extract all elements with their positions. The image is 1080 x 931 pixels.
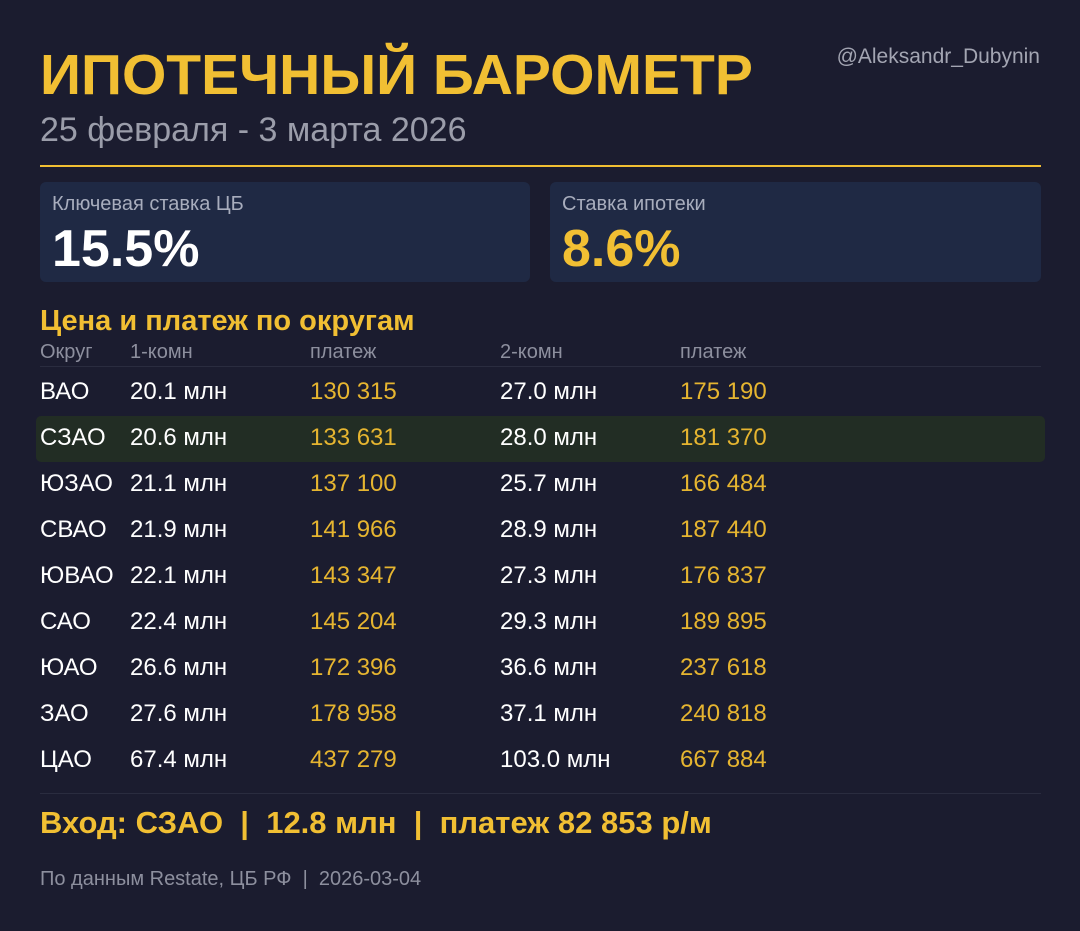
column-header-payment-2room: платеж (680, 341, 747, 363)
entry-summary: Вход: СЗАО | 12.8 млн | платеж 82 853 р/… (40, 805, 712, 840)
price-1room-cell: 20.6 млн (130, 424, 228, 451)
author-handle: @Aleksandr_Dubynin (836, 45, 1040, 68)
source-footer: По данным Restate, ЦБ РФ | 2026-03-04 (40, 868, 422, 890)
payment-2room-cell: 237 618 (680, 654, 767, 681)
district-cell: ЗАО (40, 700, 89, 727)
page-title: ИПОТЕЧНЫЙ БАРОМЕТР (40, 43, 753, 107)
district-cell: ЮАО (40, 654, 98, 681)
district-cell: СВАО (40, 516, 107, 543)
table-header: Округ 1-комн платеж 2-комн платеж (40, 340, 1041, 367)
price-1room-cell: 27.6 млн (130, 700, 228, 727)
district-cell: СЗАО (40, 424, 106, 451)
column-header-1room: 1-комн (130, 341, 193, 363)
payment-2room-cell: 175 190 (680, 378, 767, 405)
price-1room-cell: 67.4 млн (130, 746, 228, 773)
price-1room-cell: 20.1 млн (130, 378, 228, 405)
table-row: ЮВАО 22.1 млн 143 347 27.3 млн 176 837 (36, 554, 1045, 600)
payment-1room-cell: 143 347 (310, 562, 397, 589)
district-cell: ЮЗАО (40, 470, 113, 497)
price-1room-cell: 22.4 млн (130, 608, 228, 635)
section-title: Цена и платеж по округам (40, 305, 415, 337)
price-2room-cell: 36.6 млн (500, 654, 598, 681)
column-header-2room: 2-комн (500, 341, 563, 363)
price-2room-cell: 28.0 млн (500, 424, 598, 451)
key-rate-card: Ключевая ставка ЦБ 15.5% (40, 182, 530, 282)
price-1room-cell: 26.6 млн (130, 654, 228, 681)
table-row: СЗАО 20.6 млн 133 631 28.0 млн 181 370 (36, 416, 1045, 462)
mortgage-rate-label: Ставка ипотеки (562, 193, 706, 215)
price-2room-cell: 28.9 млн (500, 516, 598, 543)
payment-2room-cell: 667 884 (680, 746, 767, 773)
payment-1room-cell: 172 396 (310, 654, 397, 681)
price-1room-cell: 21.9 млн (130, 516, 228, 543)
price-2room-cell: 103.0 млн (500, 746, 611, 773)
table-row: ЮЗАО 21.1 млн 137 100 25.7 млн 166 484 (36, 462, 1045, 508)
payment-2room-cell: 176 837 (680, 562, 767, 589)
column-header-payment-1room: платеж (310, 341, 377, 363)
payment-2room-cell: 166 484 (680, 470, 767, 497)
key-rate-value: 15.5% (52, 220, 200, 278)
price-2room-cell: 29.3 млн (500, 608, 598, 635)
payment-1room-cell: 133 631 (310, 424, 397, 451)
table-row: ЦАО 67.4 млн 437 279 103.0 млн 667 884 (36, 738, 1045, 784)
table-row: ЗАО 27.6 млн 178 958 37.1 млн 240 818 (36, 692, 1045, 738)
mortgage-rate-card: Ставка ипотеки 8.6% (550, 182, 1041, 282)
table-row: СВАО 21.9 млн 141 966 28.9 млн 187 440 (36, 508, 1045, 554)
table-body: ВАО 20.1 млн 130 315 27.0 млн 175 190 СЗАО 20.… (36, 370, 1045, 784)
payment-2room-cell: 240 818 (680, 700, 767, 727)
table-row: САО 22.4 млн 145 204 29.3 млн 189 895 (36, 600, 1045, 646)
payment-1room-cell: 178 958 (310, 700, 397, 727)
district-cell: ЦАО (40, 746, 92, 773)
payment-2room-cell: 189 895 (680, 608, 767, 635)
payment-2room-cell: 187 440 (680, 516, 767, 543)
header-divider (40, 165, 1041, 167)
payment-1room-cell: 145 204 (310, 608, 397, 635)
district-cell: ВАО (40, 378, 90, 405)
mortgage-rate-value: 8.6% (562, 220, 681, 278)
key-rate-label: Ключевая ставка ЦБ (52, 193, 244, 215)
price-2room-cell: 27.3 млн (500, 562, 598, 589)
payment-2room-cell: 181 370 (680, 424, 767, 451)
column-header-district: Округ (40, 341, 93, 363)
price-2room-cell: 37.1 млн (500, 700, 598, 727)
price-2room-cell: 25.7 млн (500, 470, 598, 497)
table-row: ВАО 20.1 млн 130 315 27.0 млн 175 190 (36, 370, 1045, 416)
payment-1room-cell: 141 966 (310, 516, 397, 543)
payment-1room-cell: 437 279 (310, 746, 397, 773)
table-divider (40, 793, 1041, 794)
price-1room-cell: 22.1 млн (130, 562, 228, 589)
period-subtitle: 25 февраля - 3 марта 2026 (40, 111, 467, 149)
price-1room-cell: 21.1 млн (130, 470, 228, 497)
district-cell: ЮВАО (40, 562, 114, 589)
price-2room-cell: 27.0 млн (500, 378, 598, 405)
district-cell: САО (40, 608, 91, 635)
payment-1room-cell: 130 315 (310, 378, 397, 405)
table-row: ЮАО 26.6 млн 172 396 36.6 млн 237 618 (36, 646, 1045, 692)
payment-1room-cell: 137 100 (310, 470, 397, 497)
